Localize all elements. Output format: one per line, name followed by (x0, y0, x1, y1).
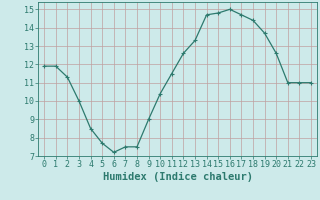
X-axis label: Humidex (Indice chaleur): Humidex (Indice chaleur) (103, 172, 252, 182)
